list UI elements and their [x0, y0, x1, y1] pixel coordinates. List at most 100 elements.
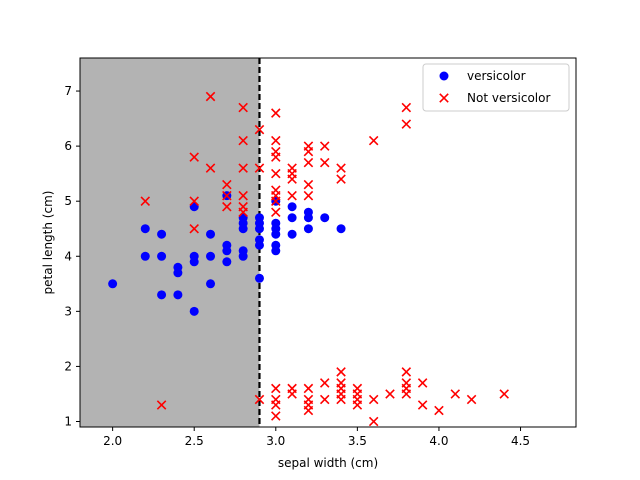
not-versicolor-point-64-stroke-b — [368, 135, 379, 146]
not-versicolor-point-70 — [401, 119, 412, 129]
versicolor-point-4 — [157, 251, 167, 261]
not-versicolor-point-26-stroke-b — [271, 185, 281, 195]
not-versicolor-point-33-stroke-b — [287, 383, 297, 394]
not-versicolor-point-76-stroke-b — [466, 394, 477, 405]
versicolor-point-40 — [303, 224, 313, 234]
not-versicolor-point-15 — [238, 102, 248, 113]
not-versicolor-point-5-stroke-b — [205, 163, 216, 173]
legend: versicolor Not versicolor — [422, 63, 570, 112]
not-versicolor-point-63 — [368, 394, 379, 405]
not-versicolor-point-23 — [271, 207, 281, 217]
x-tick-label: 4.0 — [429, 434, 448, 448]
versicolor-point-1 — [140, 251, 150, 261]
not-versicolor-point-69 — [401, 367, 412, 377]
x-tick-label: 2.5 — [185, 434, 204, 448]
not-versicolor-point-50 — [319, 141, 330, 151]
x-tick-label: 3.5 — [348, 434, 367, 448]
versicolor-point-39 — [287, 202, 297, 212]
not-versicolor-point-34-stroke-b — [287, 190, 297, 201]
not-versicolor-point-27-stroke-b — [271, 168, 281, 179]
versicolor-point-3 — [157, 290, 167, 300]
versicolor-point-37 — [287, 229, 297, 239]
not-versicolor-point-11-stroke-b — [238, 201, 248, 212]
not-versicolor-point-17 — [254, 163, 265, 173]
not-versicolor-point-62-stroke-b — [368, 416, 379, 427]
versicolor-point-42 — [303, 207, 313, 217]
not-versicolor-point-76 — [466, 394, 477, 405]
versicolor-point-18 — [222, 240, 232, 250]
not-versicolor-point-18 — [254, 124, 265, 135]
versicolor-point-15 — [206, 229, 216, 239]
not-versicolor-point-42-stroke-b — [303, 190, 314, 201]
not-versicolor-point-2-stroke-b — [189, 223, 199, 234]
not-versicolor-point-18-stroke-b — [254, 124, 265, 135]
not-versicolor-point-7-stroke-b — [222, 201, 232, 212]
y-tick-label: 3 — [64, 304, 72, 318]
not-versicolor-point-48 — [319, 378, 330, 388]
versicolor-point-6 — [173, 290, 183, 300]
not-versicolor-point-12-stroke-b — [238, 190, 248, 201]
versicolor-point-27 — [254, 235, 264, 245]
not-versicolor-point-22 — [271, 383, 281, 394]
points-layer — [108, 91, 509, 427]
versicolor-point-9 — [189, 306, 199, 316]
legend-box — [422, 63, 570, 112]
not-versicolor-point-50-stroke-b — [319, 141, 330, 151]
not-versicolor-point-55 — [336, 367, 346, 377]
not-versicolor-point-49-stroke-b — [319, 157, 330, 168]
not-versicolor-point-47-stroke-b — [319, 394, 330, 405]
not-versicolor-point-1 — [156, 400, 167, 410]
not-versicolor-point-13 — [238, 163, 248, 173]
not-versicolor-point-65 — [385, 389, 395, 399]
not-versicolor-point-62 — [368, 416, 379, 427]
not-versicolor-point-4-stroke-b — [189, 152, 199, 162]
not-versicolor-point-41-stroke-b — [303, 383, 314, 394]
not-versicolor-point-22-stroke-b — [271, 383, 281, 394]
versicolor-point-35 — [271, 218, 281, 228]
not-versicolor-point-33 — [287, 383, 297, 394]
not-versicolor-point-0-stroke-b — [140, 196, 151, 206]
not-versicolor-point-72 — [417, 400, 428, 410]
x-tick-label: 3.0 — [266, 434, 285, 448]
not-versicolor-point-43-stroke-b — [303, 179, 314, 190]
not-versicolor-point-34 — [287, 190, 297, 201]
y-axis-label: petal length (cm) — [41, 191, 55, 295]
not-versicolor-point-29 — [271, 146, 281, 157]
y-tick-label: 7 — [64, 84, 72, 98]
not-versicolor-point-37-stroke-b — [287, 163, 297, 173]
not-versicolor-point-46 — [303, 141, 314, 151]
not-versicolor-point-77 — [499, 389, 509, 399]
not-versicolor-point-14-stroke-b — [238, 135, 248, 146]
not-versicolor-point-54-stroke-b — [336, 378, 346, 388]
versicolor-point-32 — [271, 240, 281, 250]
legend-marker-not-versicolor-shape-stroke-b — [439, 93, 449, 103]
not-versicolor-point-46-stroke-b — [303, 141, 314, 151]
not-versicolor-point-72-stroke-b — [417, 400, 428, 410]
axes-frame — [79, 57, 577, 428]
not-versicolor-point-71 — [401, 102, 412, 113]
not-versicolor-point-1-stroke-b — [156, 400, 167, 410]
x-axis-label: sepal width (cm) — [278, 456, 378, 470]
not-versicolor-point-56 — [336, 174, 346, 184]
not-versicolor-point-16-stroke-b — [254, 394, 265, 405]
not-versicolor-point-63-stroke-b — [368, 394, 379, 405]
not-versicolor-point-23-stroke-b — [271, 207, 281, 217]
legend-marker-versicolor-shape — [439, 71, 449, 81]
not-versicolor-point-21 — [271, 394, 281, 405]
not-versicolor-point-31-stroke-b — [271, 108, 281, 118]
not-versicolor-point-26 — [271, 185, 281, 195]
not-versicolor-point-47 — [319, 394, 330, 405]
versicolor-point-30 — [254, 213, 264, 223]
not-versicolor-point-73 — [417, 378, 428, 388]
legend-label-versicolor: versicolor — [467, 69, 526, 83]
not-versicolor-point-8 — [222, 190, 232, 201]
not-versicolor-point-30-stroke-b — [271, 135, 281, 146]
versicolor-point-5 — [157, 229, 167, 239]
not-versicolor-point-15-stroke-b — [238, 102, 248, 113]
not-versicolor-point-65-stroke-b — [385, 389, 395, 399]
not-versicolor-point-4 — [189, 152, 199, 162]
not-versicolor-point-61-stroke-b — [352, 383, 363, 394]
versicolor-point-11 — [189, 251, 199, 261]
not-versicolor-point-12 — [238, 190, 248, 201]
